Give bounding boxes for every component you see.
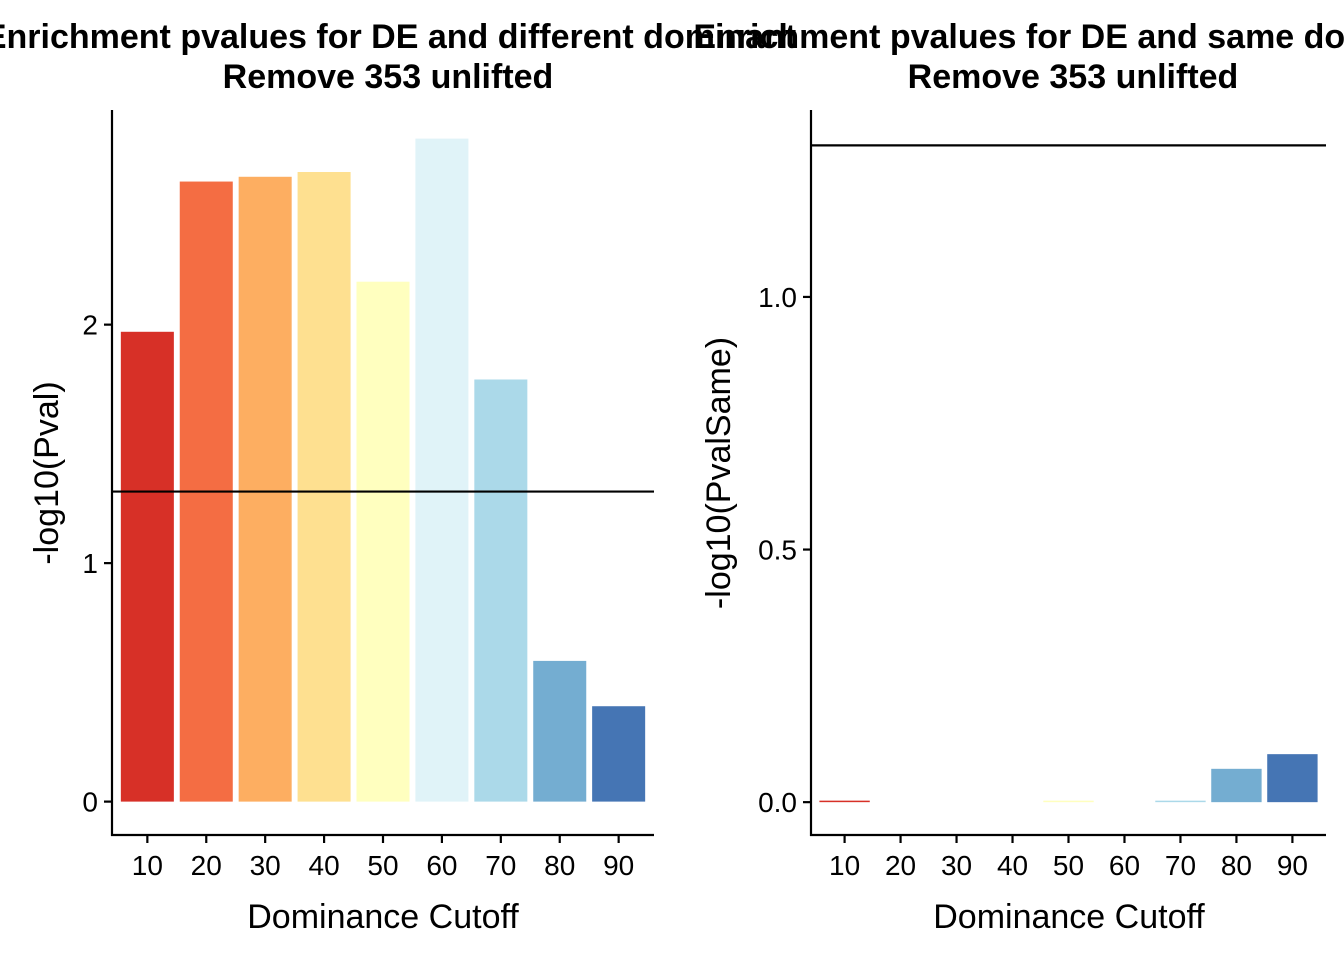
left-x-tick-label-60: 60 bbox=[426, 850, 457, 881]
right-x-axis-label: Dominance Cutoff bbox=[933, 898, 1205, 936]
right-chart-title: Enrichment pvalues for DE and same domin… bbox=[693, 18, 1344, 56]
left-bar-40 bbox=[297, 172, 351, 802]
left-x-tick-label-10: 10 bbox=[132, 850, 163, 881]
right-x-tick-label-70: 70 bbox=[1165, 850, 1196, 881]
left-y-tick-label-1: 1 bbox=[82, 548, 98, 579]
left-chart-subtitle: Remove 353 unlifted bbox=[223, 58, 554, 96]
right-y-tick-label-1: 0.5 bbox=[758, 535, 797, 566]
right-x-tick-label-40: 40 bbox=[997, 850, 1028, 881]
left-bar-10 bbox=[120, 331, 174, 802]
right-bar-80 bbox=[1211, 768, 1262, 803]
right-x-tick-label-10: 10 bbox=[829, 850, 860, 881]
right-bar-50 bbox=[1043, 800, 1094, 803]
right-panel: Enrichment pvalues for DE and same domin… bbox=[693, 18, 1344, 936]
left-y-tick-label-2: 2 bbox=[82, 310, 98, 341]
right-x-tick-label-60: 60 bbox=[1109, 850, 1140, 881]
right-x-tick-label-30: 30 bbox=[941, 850, 972, 881]
left-x-tick-label-50: 50 bbox=[367, 850, 398, 881]
left-x-tick-label-30: 30 bbox=[250, 850, 281, 881]
left-bar-30 bbox=[238, 176, 292, 802]
left-panel: Enrichment pvalues for DE and different … bbox=[0, 18, 796, 936]
left-x-tick-label-90: 90 bbox=[603, 850, 634, 881]
right-bar-10 bbox=[819, 800, 870, 803]
left-x-tick-label-70: 70 bbox=[485, 850, 516, 881]
left-bar-70 bbox=[474, 379, 528, 802]
right-bar-90 bbox=[1267, 754, 1318, 803]
right-y-tick-label-0: 0.0 bbox=[758, 787, 797, 818]
left-x-tick-label-80: 80 bbox=[544, 850, 575, 881]
right-y-axis-label: -log10(PvalSame) bbox=[700, 337, 738, 609]
right-bar-70 bbox=[1155, 800, 1206, 803]
left-bar-50 bbox=[356, 281, 410, 802]
left-y-axis-label: -log10(Pval) bbox=[28, 381, 66, 564]
right-y-tick-label-2: 1.0 bbox=[758, 282, 797, 313]
right-x-tick-label-80: 80 bbox=[1221, 850, 1252, 881]
right-x-tick-label-50: 50 bbox=[1053, 850, 1084, 881]
right-x-tick-label-90: 90 bbox=[1277, 850, 1308, 881]
left-x-tick-label-20: 20 bbox=[191, 850, 222, 881]
left-bar-80 bbox=[533, 660, 587, 802]
left-y-tick-label-0: 0 bbox=[82, 787, 98, 818]
right-chart-subtitle: Remove 353 unlifted bbox=[908, 58, 1239, 96]
left-chart-title: Enrichment pvalues for DE and different … bbox=[0, 18, 796, 56]
left-x-axis-label: Dominance Cutoff bbox=[247, 898, 519, 936]
left-bar-90 bbox=[592, 706, 646, 802]
left-bar-60 bbox=[415, 138, 469, 802]
right-x-tick-label-20: 20 bbox=[885, 850, 916, 881]
left-x-tick-label-40: 40 bbox=[309, 850, 340, 881]
